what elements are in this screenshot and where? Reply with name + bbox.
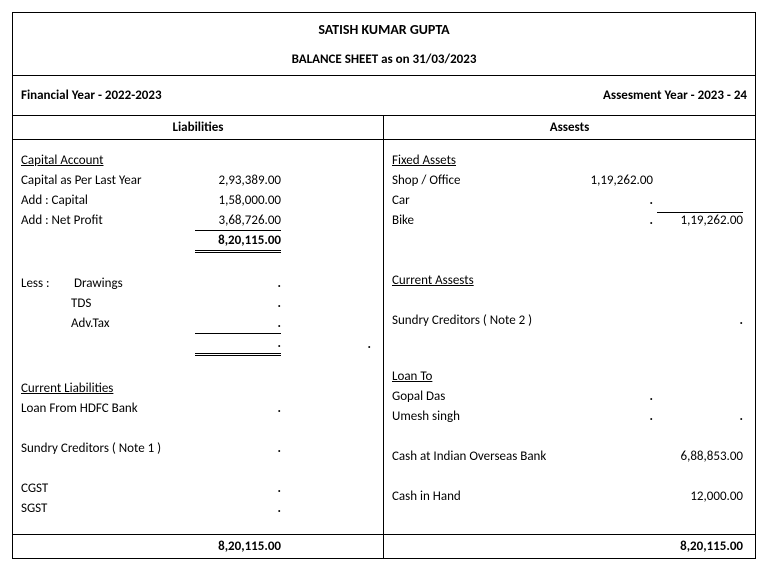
sgst-label: SGST (21, 501, 195, 516)
sheet-title: BALANCE SHEET as on 31/03/2023 (13, 52, 755, 67)
sgst-value: . (195, 501, 285, 516)
cash-bank-label: Cash at Indian Overseas Bank (392, 449, 567, 464)
advtax-value: . (195, 316, 285, 331)
drawings-value: . (195, 276, 285, 291)
sundry-creditors-1-value: . (195, 441, 285, 456)
assets-total: 8,20,115.00 (657, 539, 747, 554)
bike-value: . (567, 213, 657, 228)
car-value: . (567, 193, 657, 208)
capital-subtotal: 8,20,115.00 (195, 230, 281, 253)
fixed-assets-title: Fixed Assets (392, 153, 567, 168)
header-section: SATISH KUMAR GUPTA BALANCE SHEET as on 3… (13, 13, 755, 76)
person-name: SATISH KUMAR GUPTA (13, 21, 755, 38)
umesh-singh-value1: . (567, 409, 657, 424)
current-assets-title: Current Assests (392, 273, 567, 288)
sundry-creditors-2-label: Sundry Creditors ( Note 2 ) (392, 313, 567, 328)
loan-hdfc-label: Loan From HDFC Bank (21, 401, 195, 416)
liabilities-header: Liabilities (13, 116, 384, 139)
drawings-label: Drawings (74, 276, 123, 291)
assessment-year: Assesment Year - 2023 - 24 (603, 88, 747, 103)
cash-bank-value: 6,88,853.00 (657, 449, 747, 464)
car-label: Car (392, 193, 567, 208)
advtax-label: Adv.Tax (71, 316, 110, 331)
umesh-singh-value2: . (657, 409, 747, 424)
tds-label: TDS (71, 296, 91, 311)
less-total: . (285, 337, 375, 352)
add-net-profit-label: Add : Net Profit (21, 213, 195, 228)
tds-value: . (195, 296, 285, 311)
columns-header: Liabilities Assests (13, 116, 755, 140)
financial-year: Financial Year - 2022-2023 (21, 88, 162, 103)
shop-office-value: 1,19,262.00 (567, 173, 657, 188)
fixed-assets-total: 1,19,262.00 (657, 212, 743, 228)
capital-last-year-label: Capital as Per Last Year (21, 173, 195, 188)
cgst-value: . (195, 481, 285, 496)
totals-row: 8,20,115.00 8,20,115.00 (13, 535, 755, 558)
capital-last-year-value: 2,93,389.00 (195, 173, 285, 188)
assets-column: Fixed Assets Shop / Office 1,19,262.00 C… (384, 140, 755, 534)
umesh-singh-label: Umesh singh (392, 409, 567, 424)
gopal-das-value: . (567, 389, 657, 404)
sundry-creditors-1-label: Sundry Creditors ( Note 1 ) (21, 441, 195, 456)
liabilities-column: Capital Account Capital as Per Last Year… (13, 140, 384, 534)
cgst-label: CGST (21, 481, 195, 496)
cash-hand-label: Cash in Hand (392, 489, 567, 504)
current-liabilities-title: Current Liabilities (21, 381, 195, 396)
add-capital-value: 1,58,000.00 (195, 193, 285, 208)
add-capital-label: Add : Capital (21, 193, 195, 208)
sundry-creditors-2-value: . (657, 313, 747, 328)
loan-to-title: Loan To (392, 369, 567, 384)
loan-hdfc-value: . (195, 401, 285, 416)
less-subtotal: . (195, 333, 281, 356)
less-label: Less : (21, 276, 71, 291)
cash-hand-value: 12,000.00 (657, 489, 747, 504)
capital-account-title: Capital Account (21, 153, 195, 168)
body-section: Capital Account Capital as Per Last Year… (13, 140, 755, 535)
add-net-profit-value: 3,68,726.00 (195, 213, 285, 228)
liabilities-total: 8,20,115.00 (195, 539, 285, 554)
assets-header: Assests (384, 116, 755, 139)
gopal-das-label: Gopal Das (392, 389, 567, 404)
balance-sheet-container: SATISH KUMAR GUPTA BALANCE SHEET as on 3… (12, 12, 756, 559)
year-row: Financial Year - 2022-2023 Assesment Yea… (13, 76, 755, 116)
shop-office-label: Shop / Office (392, 173, 567, 188)
bike-label: Bike (392, 213, 567, 228)
